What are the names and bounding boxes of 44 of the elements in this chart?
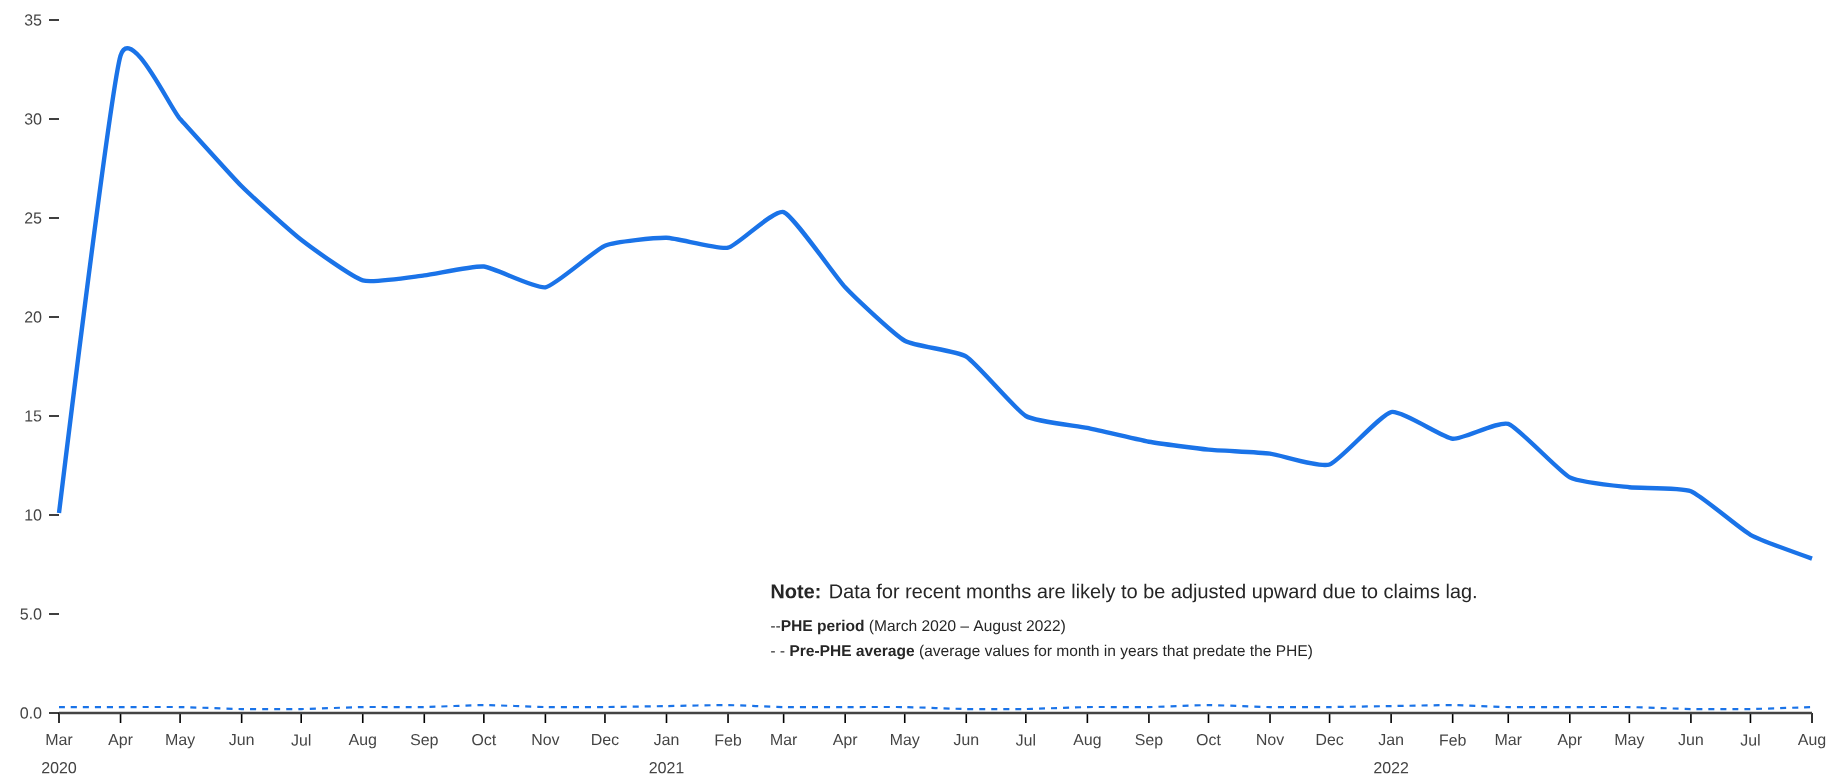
- x-tick-label: Aug: [1073, 734, 1101, 749]
- text: 2020: [42, 762, 77, 774]
- x-tick-label: Jun: [229, 734, 254, 746]
- annotation: --PHE period (March 2020 – August 2022): [771, 619, 1065, 635]
- x-tick-label: Nov: [532, 734, 560, 746]
- y-tick-label: 20: [25, 311, 42, 323]
- x-tick-label: Jun: [1678, 734, 1703, 746]
- x-tick-label: Apr: [108, 734, 133, 749]
- x-tick-label: Sep: [1135, 734, 1163, 749]
- x-tick-label: Apr: [1557, 734, 1582, 749]
- x-tick-label: Nov: [1257, 734, 1285, 746]
- annotation: Note: Data for recent months are likely to be adjusted upward due to claims lag.: [771, 583, 1476, 603]
- y-tick-label: 10: [25, 509, 42, 521]
- annotation: - - Pre-PHE average (average values for month in years that predate the PHE): [771, 644, 1312, 660]
- x-tick-label: Oct: [472, 734, 497, 746]
- x-tick-label: Jan: [653, 734, 679, 746]
- x-tick-label: Jan: [1378, 734, 1403, 746]
- x-tick-label: Aug: [348, 734, 376, 749]
- x-tick-label: Jul: [291, 734, 311, 746]
- x-tick-label: Feb: [1440, 734, 1466, 746]
- x-tick-label: Jul: [1015, 734, 1035, 746]
- x-tick-label: Dec: [592, 734, 619, 746]
- x-tick-label: May: [890, 734, 920, 749]
- text: 2021: [649, 762, 684, 774]
- x-tick-label: Dec: [1316, 734, 1344, 746]
- x-tick-label: Mar: [46, 734, 73, 746]
- y-tick-label: 15: [25, 410, 42, 422]
- x-tick-label: May: [1615, 734, 1645, 749]
- x-tick-label: Feb: [715, 734, 742, 746]
- y-tick-label: 5.0: [20, 608, 42, 620]
- y-tick-label: 35: [24, 14, 42, 26]
- x-tick-label: Sep: [410, 734, 438, 749]
- x-tick-label: Mar: [1495, 734, 1522, 746]
- x-tick-label: Mar: [771, 734, 798, 746]
- y-tick-label: 25: [25, 212, 42, 224]
- x-tick-label: May: [166, 734, 196, 749]
- x-tick-label: Apr: [832, 734, 858, 749]
- x-tick-label: Oct: [1196, 734, 1221, 746]
- x-tick-label: Jul: [1740, 734, 1760, 746]
- text: 2022: [1374, 762, 1409, 774]
- y-tick-label: 30: [24, 113, 42, 125]
- y-tick-label: 0.0: [20, 707, 42, 719]
- x-tick-label: Aug: [1797, 734, 1826, 749]
- x-tick-label: Jun: [953, 734, 979, 746]
